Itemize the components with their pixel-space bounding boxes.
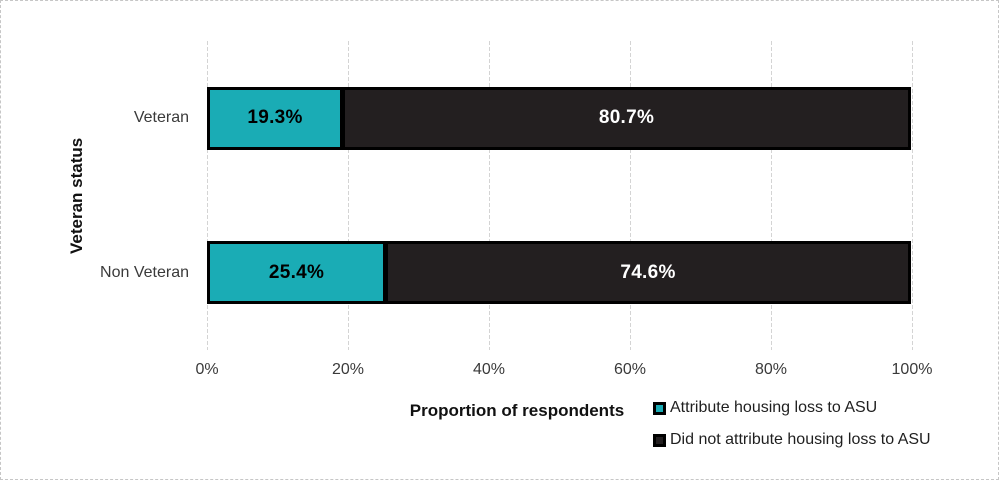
legend-item: Attribute housing loss to ASU bbox=[653, 399, 931, 417]
bar-row: 25.4% 74.6% bbox=[207, 241, 912, 305]
legend-item: Did not attribute housing loss to ASU bbox=[653, 431, 931, 449]
legend-marker-icon bbox=[653, 401, 666, 415]
category-label: Veteran bbox=[133, 109, 189, 127]
gridline bbox=[206, 41, 208, 350]
legend-marker-icon bbox=[653, 433, 666, 447]
category-label: Non Veteran bbox=[100, 263, 189, 281]
legend: Attribute housing loss to ASU Did not att… bbox=[653, 399, 931, 449]
legend-label: Attribute housing loss to ASU bbox=[670, 399, 878, 416]
data-label: 19.3% bbox=[247, 107, 303, 129]
gridline bbox=[347, 41, 349, 350]
x-axis-tick-label: 40% bbox=[472, 361, 506, 378]
x-axis-tick-label: 80% bbox=[754, 361, 788, 378]
gridline bbox=[770, 41, 772, 350]
bar-segment: 25.4% bbox=[207, 241, 387, 305]
gridline bbox=[911, 41, 913, 350]
data-label: 74.6% bbox=[620, 261, 676, 283]
legend-label: Did not attribute housing loss to ASU bbox=[670, 431, 931, 448]
x-axis-tick-label: 60% bbox=[613, 361, 647, 378]
data-label: 25.4% bbox=[268, 261, 325, 283]
data-label: 80.7% bbox=[598, 107, 655, 129]
gridline bbox=[488, 41, 490, 350]
x-axis-tick-label: 0% bbox=[195, 361, 219, 378]
bar-segment: 80.7% bbox=[342, 86, 911, 150]
x-axis-title: Proportion of respondents bbox=[409, 401, 625, 420]
x-axis-tick-label: 20% bbox=[331, 361, 365, 378]
y-axis-title: Veteran status bbox=[67, 137, 86, 254]
bar-row: 19.3% 80.7% bbox=[207, 86, 912, 150]
gridline bbox=[629, 41, 631, 350]
plot-area: 19.3% 80.7% 25.4% 74.6% bbox=[206, 41, 913, 350]
bar-segment: 74.6% bbox=[385, 241, 911, 305]
x-axis-tick-label: 100% bbox=[891, 361, 933, 378]
bar-segment: 19.3% bbox=[207, 86, 344, 150]
